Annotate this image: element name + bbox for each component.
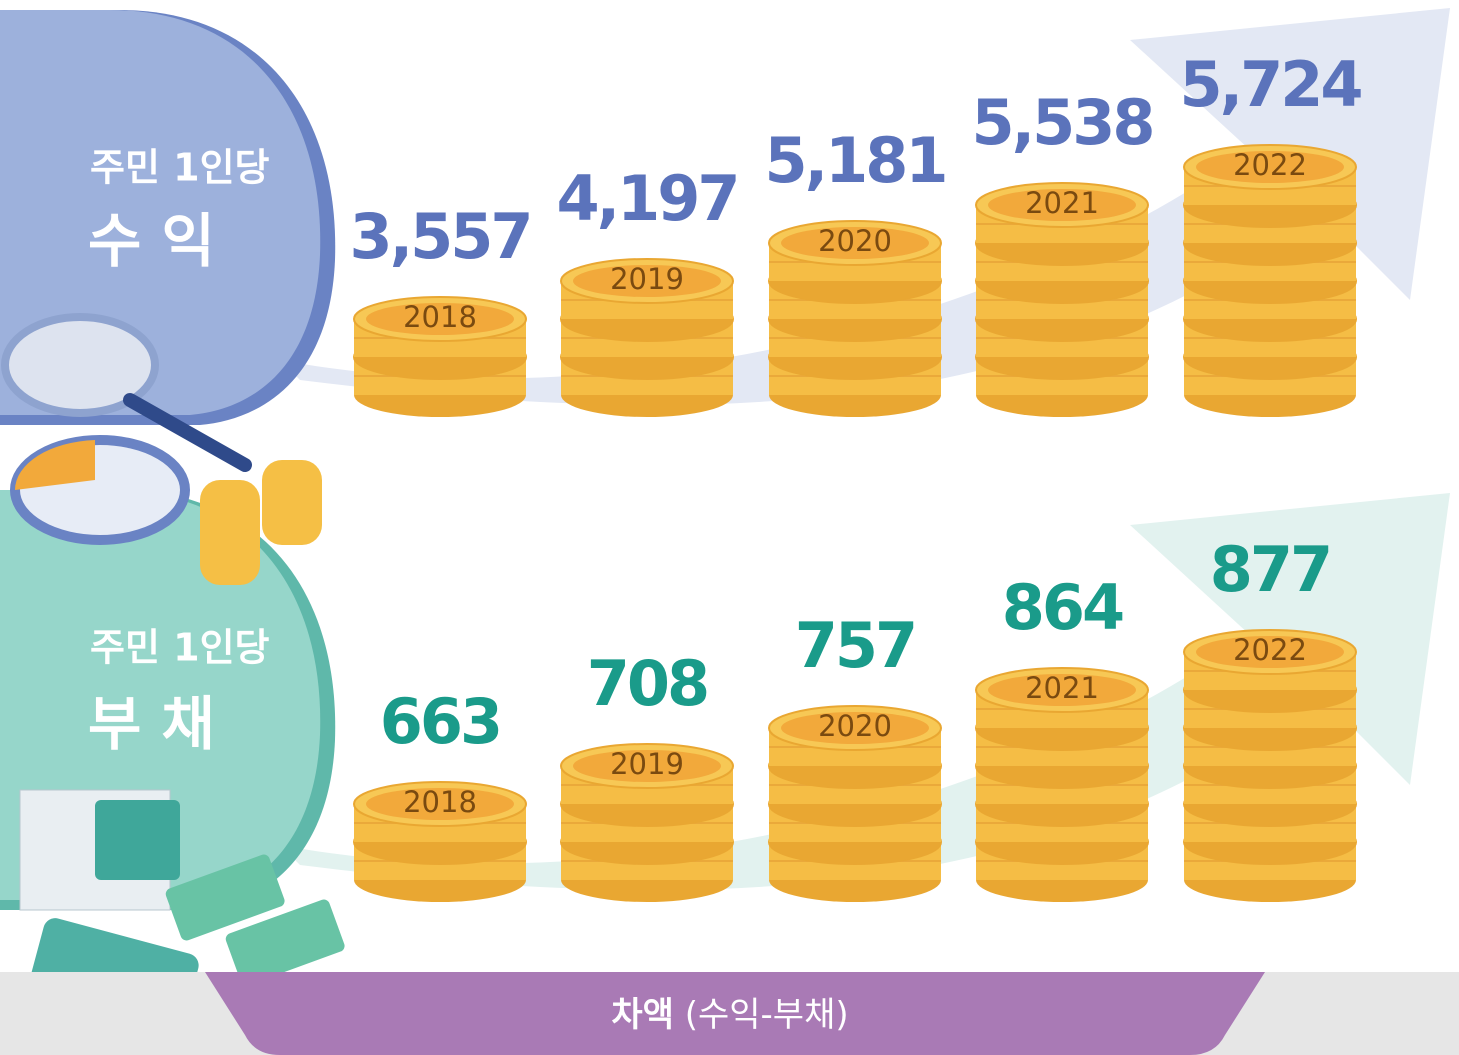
value-label: 3,557 [349, 200, 530, 273]
value-label: 4,197 [556, 162, 737, 235]
revenue-arrow [280, 8, 1450, 406]
coin-icon [262, 460, 322, 545]
section-title: 부 채 [88, 690, 215, 758]
year-label: 2020 [818, 224, 892, 258]
coin-face [366, 788, 514, 820]
value-label: 663 [380, 685, 500, 758]
value-label: 877 [1210, 533, 1330, 606]
coin-face [366, 303, 514, 335]
coin-face [1196, 151, 1344, 183]
footer-note: (수익-부채) [685, 995, 849, 1035]
value-label: 864 [1002, 571, 1123, 644]
footer-title: 차액 [611, 995, 674, 1035]
coin-face [988, 674, 1136, 706]
cash-icon [165, 854, 285, 941]
section-label: 주민 1인당 [90, 146, 270, 190]
coin-face [781, 227, 929, 259]
value-label: 708 [587, 647, 707, 720]
coin-face [781, 712, 929, 744]
magnifier-icon [1, 313, 159, 417]
cash-icon [225, 899, 345, 986]
year-label: 2022 [1233, 633, 1307, 667]
debt-arrow [280, 493, 1450, 891]
section-title: 수 익 [88, 207, 215, 275]
year-label: 2019 [610, 747, 684, 781]
coin-face [573, 750, 721, 782]
magnifier-handle [123, 393, 252, 472]
section-label: 주민 1인당 [90, 626, 270, 670]
footer-text: 차액 (수익-부채) [611, 995, 848, 1035]
value-label: 757 [795, 609, 915, 682]
year-label: 2021 [1025, 671, 1099, 705]
year-label: 2021 [1025, 186, 1099, 220]
year-label: 2018 [403, 300, 477, 334]
coin-face [1196, 636, 1344, 668]
year-label: 2018 [403, 785, 477, 819]
donut-slice [14, 440, 96, 490]
footer-tab [205, 972, 1265, 1055]
coin-icon [200, 480, 260, 585]
value-label: 5,724 [1179, 48, 1361, 121]
value-label: 5,538 [971, 86, 1152, 159]
coin-face [988, 189, 1136, 221]
year-label: 2022 [1233, 148, 1307, 182]
value-label: 5,181 [764, 124, 945, 197]
year-label: 2019 [610, 262, 684, 296]
year-label: 2020 [818, 709, 892, 743]
card-icon [95, 800, 180, 880]
coin-face [573, 265, 721, 297]
